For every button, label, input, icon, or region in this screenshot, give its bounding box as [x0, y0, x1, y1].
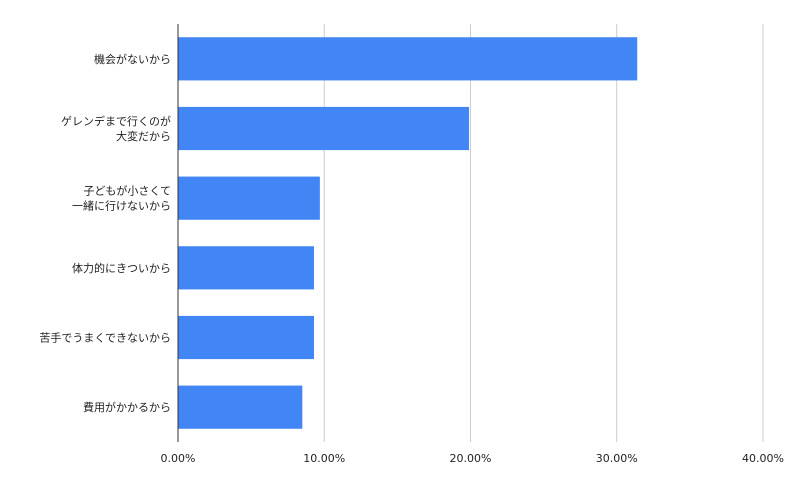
category-label: 大変だから — [116, 129, 171, 143]
category-label: 一緒に行けないから — [72, 199, 171, 213]
category-labels: 機会がないからゲレンデまで行くのが大変だから子どもが小さくて一緒に行けないから体… — [39, 52, 171, 414]
gridlines — [323, 24, 764, 442]
x-tick-label: 30.00% — [596, 452, 638, 465]
bar — [178, 176, 320, 220]
category-label: 子どもが小さくて — [83, 184, 171, 198]
category-label: 機会がないから — [94, 52, 171, 66]
x-tick-label: 0.00% — [161, 452, 196, 465]
category-label: ゲレンデまで行くのが — [61, 114, 171, 128]
x-tick-labels: 0.00% 10.00% 20.00% 30.00% 40.00% — [161, 452, 784, 465]
bar — [178, 246, 315, 290]
category-label: 費用がかかるから — [83, 400, 171, 414]
bars — [178, 37, 638, 429]
bar — [178, 315, 315, 360]
category-label: 体力的にきついから — [72, 261, 171, 275]
bar — [178, 37, 638, 81]
x-tick-label: 40.00% — [742, 452, 784, 465]
x-tick-label: 10.00% — [303, 452, 345, 465]
bar — [178, 385, 303, 429]
x-tick-label: 20.00% — [450, 452, 492, 465]
bar — [178, 106, 470, 151]
category-label: 苦手でうまくできないから — [39, 331, 171, 345]
